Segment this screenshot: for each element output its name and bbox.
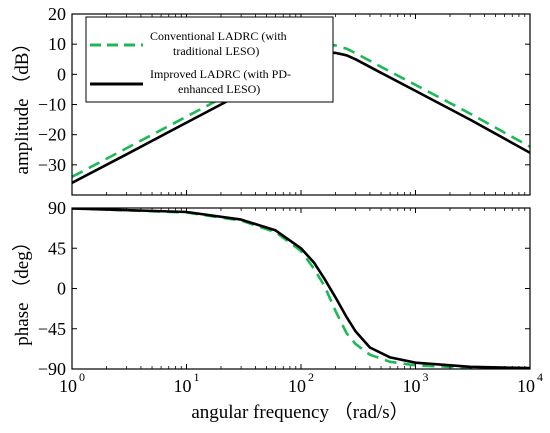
magnitude-y-axis-label: amplitude （dB） [11, 34, 33, 175]
legend-label-conventional-line1: Conventional LADRC (with [150, 29, 287, 43]
phase-y-tick-label: −45 [38, 319, 66, 339]
x-tick-label: 10 [174, 376, 192, 396]
phase-y-tick-label: 0 [57, 279, 66, 299]
phase-y-tick-label: 90 [48, 198, 66, 218]
phase-y-ticks: 90 45 0 −45 −90 [38, 198, 530, 379]
legend-label-improved-line2: enhanced LESO) [178, 82, 260, 96]
phase-y-tick-label: 45 [48, 238, 66, 258]
x-axis-label: angular frequency （rad/s） [191, 401, 408, 423]
magnitude-y-tick-label: −20 [38, 125, 66, 145]
magnitude-y-tick-label: 20 [48, 4, 66, 24]
magnitude-y-ticks: 20 10 0 −10 −20 −30 [38, 4, 531, 195]
phase-series-improved-line [72, 208, 530, 369]
magnitude-y-tick-label: −10 [38, 95, 66, 115]
x-tick-label: 10 [59, 376, 77, 396]
x-tick-label: 10 [288, 376, 306, 396]
magnitude-panel: 20 10 0 −10 −20 −30 amplitude （dB） Convention… [11, 4, 531, 196]
legend-label-improved-line1: Improved LADRC (with PD- [150, 67, 291, 81]
phase-x-ticks: 10 0 10 1 10 2 10 3 10 4 [59, 208, 543, 396]
x-tick-exponent: 0 [79, 370, 85, 384]
legend-label-conventional-line2: traditional LESO) [173, 44, 259, 58]
x-tick-label: 10 [517, 376, 535, 396]
phase-series-group [72, 208, 530, 369]
legend-box [85, 16, 334, 103]
magnitude-y-tick-label: −30 [38, 155, 66, 175]
x-tick-exponent: 4 [537, 370, 543, 384]
x-tick-exponent: 1 [194, 370, 200, 384]
legend: Conventional LADRC (with traditional LES… [85, 16, 334, 103]
phase-y-tick-label: −90 [38, 359, 66, 379]
x-tick-exponent: 2 [308, 370, 314, 384]
phase-y-axis-label: phase （deg） [11, 232, 33, 345]
magnitude-y-tick-label: 10 [48, 34, 66, 54]
x-tick-label: 10 [403, 376, 421, 396]
x-tick-exponent: 3 [423, 370, 429, 384]
magnitude-y-tick-label: 0 [57, 64, 66, 84]
